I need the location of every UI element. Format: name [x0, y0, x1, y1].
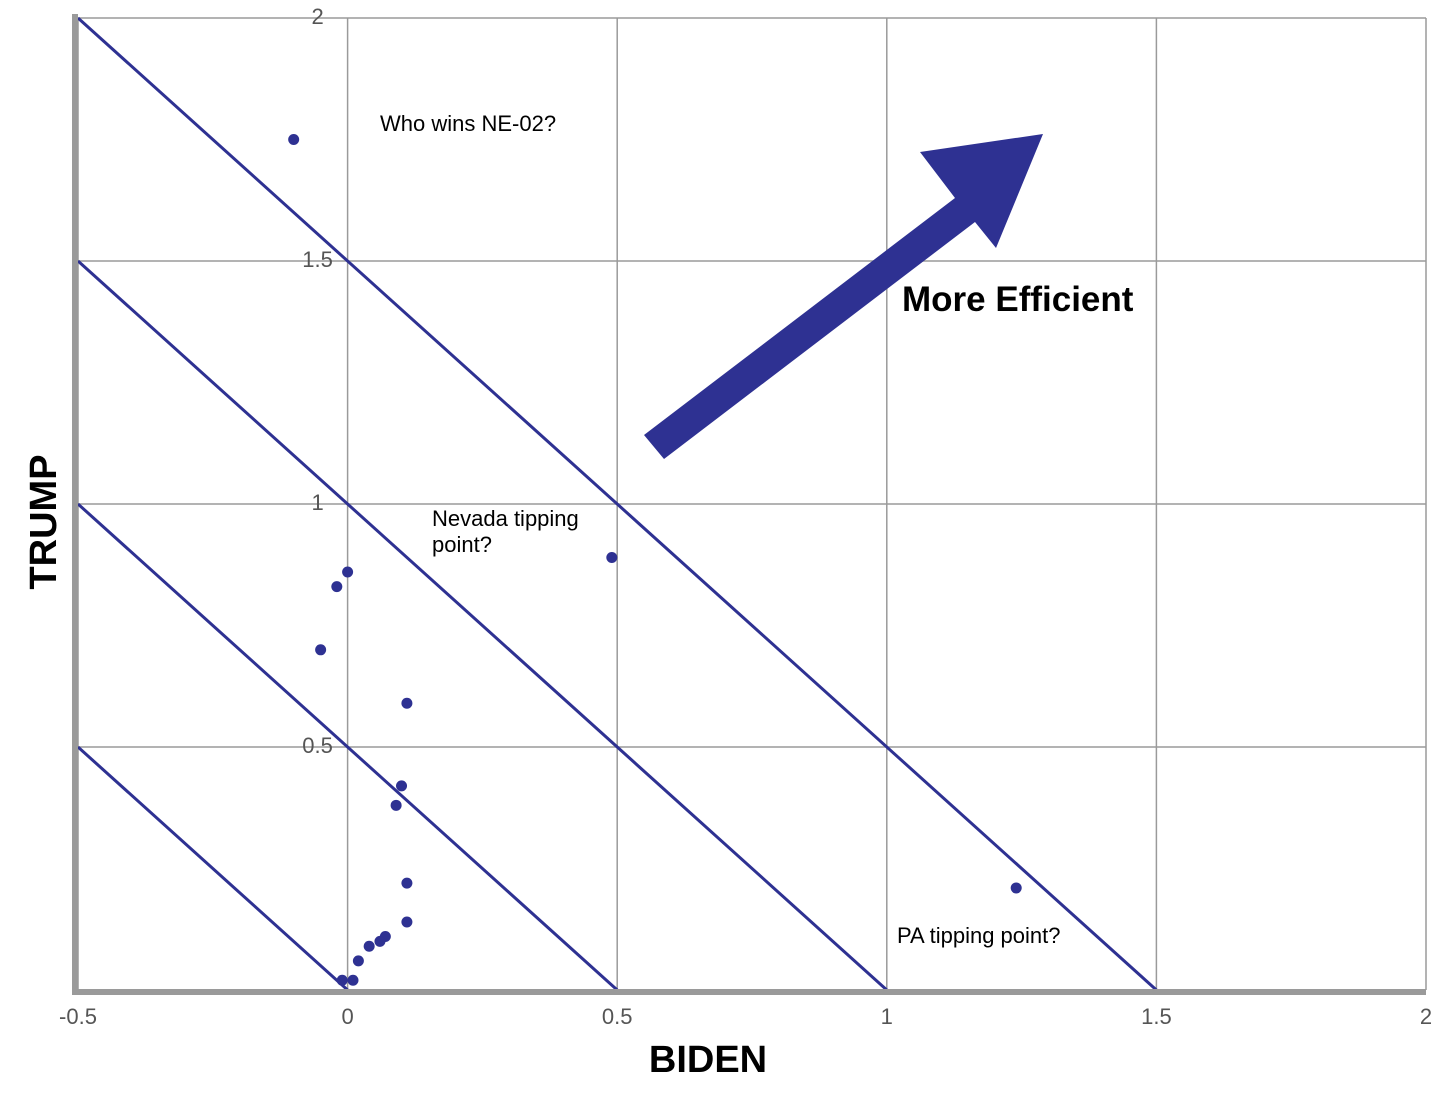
point	[336, 974, 348, 986]
point	[396, 780, 408, 792]
arrow-label: More Efficient	[902, 280, 1134, 319]
point	[331, 581, 343, 593]
point	[1010, 882, 1022, 894]
x-tick-label: 0.5	[602, 1004, 633, 1029]
point	[390, 799, 402, 811]
point	[288, 134, 300, 145]
point	[401, 877, 413, 889]
reference-line	[76, 745, 349, 992]
point	[374, 935, 386, 947]
reference-line	[76, 259, 888, 992]
reference-line	[76, 502, 619, 992]
reference-line	[76, 16, 1158, 992]
x-tick-label: -0.5	[59, 1004, 97, 1029]
annotation: PA tipping point?	[897, 923, 1061, 948]
y-tick-label: 1	[311, 490, 323, 515]
point	[352, 955, 364, 967]
annotation: Who wins NE-02?	[380, 111, 557, 136]
y-axis-title: TRUMP	[23, 454, 65, 589]
x-axis-title: BIDEN	[649, 1039, 767, 1081]
point	[606, 551, 618, 563]
x-tick-label: 1.5	[1141, 1004, 1172, 1029]
y-tick-label: 2	[311, 4, 323, 29]
point	[315, 644, 327, 656]
y-tick-label: 0.5	[302, 733, 333, 758]
point	[347, 974, 359, 986]
efficiency-arrow	[644, 134, 1043, 459]
x-tick-label: 2	[1420, 1004, 1432, 1029]
point	[342, 566, 354, 578]
point	[401, 916, 413, 928]
annotation: Nevada tipping point?	[432, 506, 579, 557]
x-tick-label: 0	[341, 1004, 353, 1029]
x-tick-label: 1	[881, 1004, 893, 1029]
point	[401, 697, 413, 709]
point	[363, 940, 375, 952]
y-tick-label: 1.5	[302, 247, 333, 272]
